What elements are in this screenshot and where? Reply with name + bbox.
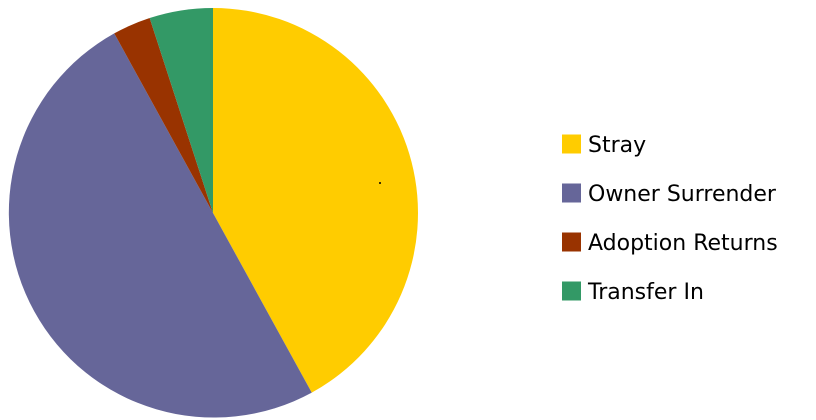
- legend-swatch-adoption-returns: [562, 232, 581, 252]
- pie-slice-transfer-in: [149, 8, 213, 213]
- pie-slice-stray: [213, 8, 418, 393]
- pie-slice-adoption-returns: [114, 18, 213, 214]
- legend-label-stray: Stray: [588, 133, 646, 158]
- legend-label-transfer-in: Transfer In: [587, 280, 704, 305]
- pie-slice-owner-surrender: [8, 33, 312, 418]
- legend-swatch-stray: [562, 134, 581, 154]
- legend-label-owner-surrender: Owner Surrender: [588, 182, 777, 207]
- legend-swatch-transfer-in: [562, 281, 581, 301]
- legend: Stray Owner Surrender Adoption Returns Tran…: [562, 133, 778, 305]
- stray-dot-mark: [379, 182, 381, 184]
- legend-swatch-owner-surrender: [562, 183, 581, 203]
- pie-slices: [8, 8, 418, 418]
- legend-label-adoption-returns: Adoption Returns: [588, 231, 778, 256]
